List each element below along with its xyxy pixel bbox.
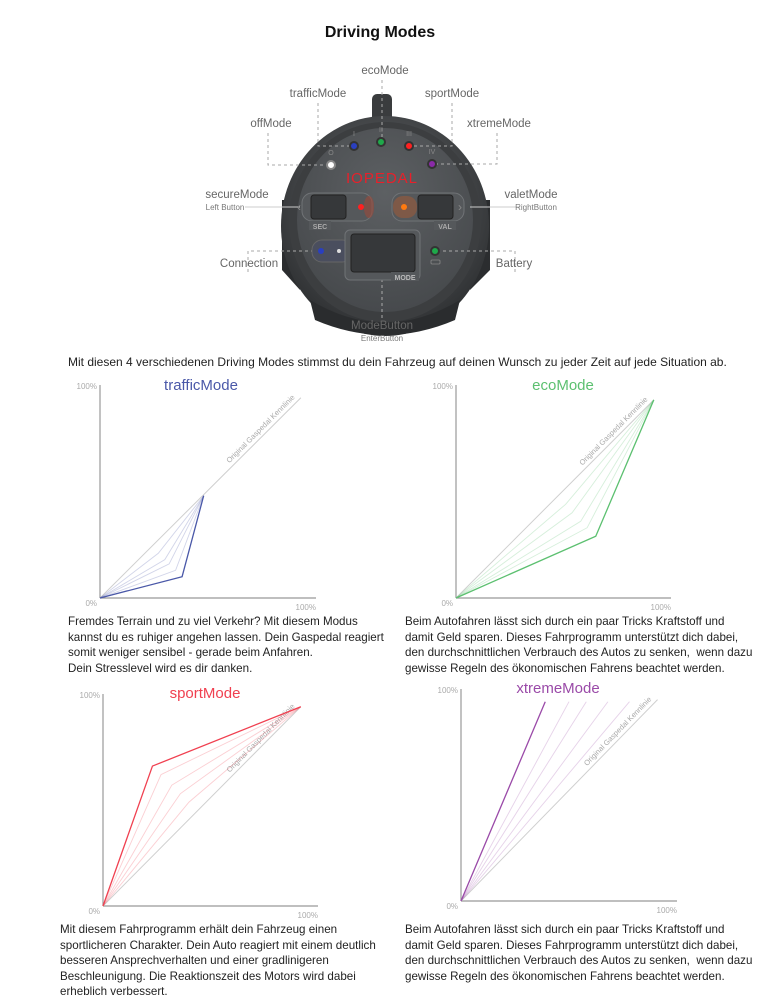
label-right-button: RightButton	[515, 203, 557, 212]
valet-button[interactable]: › VAL	[391, 192, 465, 231]
series-line-2	[460, 701, 587, 902]
label-valet-mode: valetMode	[504, 189, 558, 201]
reference-line	[460, 699, 658, 902]
series-line-1	[455, 399, 655, 599]
reference-line	[455, 399, 655, 599]
x-tick-label-right: 100%	[657, 906, 677, 915]
reference-line	[99, 397, 302, 599]
label-traffic-mode: trafficMode	[289, 88, 347, 100]
x-tick-label-right: 100%	[298, 911, 318, 920]
series-line-2	[102, 706, 302, 907]
series-line-3	[460, 701, 609, 902]
brand-logo: IOPEDAL	[346, 170, 418, 187]
device-body	[281, 94, 490, 336]
series-line-active	[99, 495, 205, 599]
y-tick-label-top: 100%	[433, 382, 453, 391]
label-battery: Battery	[495, 258, 533, 270]
led-mark-traffic: I	[353, 131, 355, 138]
series-line-active	[102, 706, 302, 907]
origin-label: 0%	[446, 902, 458, 911]
led-mark-xtreme: IV	[429, 149, 436, 156]
x-tick-label-right: 100%	[296, 603, 316, 612]
label-secure-mode: secureMode	[205, 189, 269, 201]
series-line-active	[460, 701, 546, 902]
chart-title-xtreme: xtremeMode	[516, 680, 600, 697]
label-left-button: Left Button	[205, 203, 245, 212]
led-mark-off: O	[328, 150, 334, 157]
iopedal-device-diagram: O I II III IV IOPEDAL ‹ SEC › VAL MODE	[245, 80, 520, 336]
chart-title-traffic: trafficMode	[164, 377, 238, 394]
battery-icon	[430, 259, 441, 265]
series-line-4	[102, 706, 302, 907]
origin-label: 0%	[441, 599, 453, 608]
sec-label: SEC	[313, 224, 327, 231]
svg-text:‹: ‹	[297, 200, 301, 214]
chart-title-sport: sportMode	[169, 685, 241, 702]
series-line-active	[455, 399, 655, 599]
description-xtreme: Beim Autofahren lässt sich durch ein paa…	[405, 923, 753, 983]
intro-text: Mit diesen 4 verschiedenen Driving Modes…	[68, 355, 727, 369]
led-xtreme	[427, 159, 437, 169]
series-line-3	[99, 495, 205, 599]
y-tick-label-top: 100%	[80, 691, 100, 700]
leader-lines	[247, 80, 516, 320]
series-line-1	[102, 706, 301, 907]
origin-label: 0%	[88, 907, 100, 916]
mode-button[interactable]: MODE	[311, 229, 421, 282]
page-title: Driving Modes	[324, 24, 436, 41]
led-eco	[376, 137, 386, 147]
series-line-4	[99, 495, 205, 599]
secure-button[interactable]: ‹ SEC	[297, 192, 374, 231]
label-off-mode: offMode	[250, 118, 292, 130]
led-mark-sport: III	[406, 131, 412, 138]
label-eco-mode: ecoMode	[361, 65, 409, 77]
y-tick-label-top: 100%	[77, 382, 97, 391]
x-tick-label-right: 100%	[651, 603, 671, 612]
series-line-3	[455, 399, 655, 599]
mode-label: MODE	[395, 275, 416, 282]
series-line-4	[455, 399, 655, 599]
series-line-1	[99, 495, 205, 599]
led-sport	[404, 141, 414, 151]
series-line-4	[460, 701, 630, 902]
description-sport: Mit diesem Fahrprogramm erhält dein Fahr…	[60, 923, 376, 998]
reference-line-label: Original Gaspedal Kennlinie	[582, 695, 653, 768]
led-mark-eco: II	[379, 127, 383, 134]
svg-text:›: ›	[458, 200, 462, 214]
y-tick-label-top: 100%	[438, 686, 458, 695]
reference-line	[102, 706, 302, 907]
series-line-3	[102, 706, 302, 907]
led-off	[326, 160, 336, 170]
origin-label: 0%	[85, 599, 97, 608]
series-line-1	[460, 701, 570, 902]
description-traffic: Fremdes Terrain und zu viel Verkehr? Mit…	[68, 615, 384, 675]
series-line-2	[455, 399, 655, 599]
label-xtreme-mode: xtremeMode	[467, 118, 531, 130]
label-mode-button: ModeButton	[350, 320, 414, 332]
description-eco: Beim Autofahren lässt sich durch ein paa…	[405, 615, 753, 675]
label-connection: Connection	[219, 258, 279, 270]
mode-leds	[326, 137, 437, 170]
led-traffic	[349, 141, 359, 151]
battery-led	[430, 246, 440, 256]
val-label: VAL	[438, 224, 452, 231]
label-sport-mode: sportMode	[424, 88, 480, 100]
chart-title-eco: ecoMode	[532, 377, 594, 394]
series-line-2	[99, 495, 205, 599]
label-enter-button: EnterButton	[360, 334, 404, 343]
